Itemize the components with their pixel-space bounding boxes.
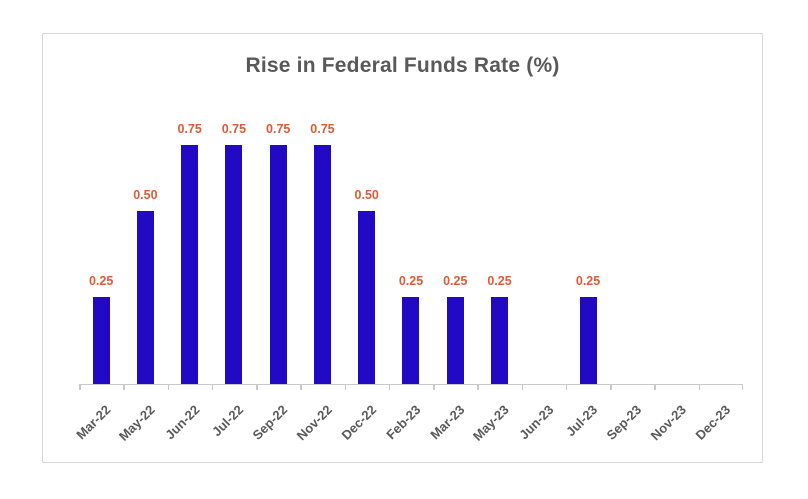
x-axis-label: Dec-22 bbox=[338, 402, 380, 443]
x-axis-label: Feb-23 bbox=[383, 402, 424, 443]
x-axis-label-cell: Nov-23 bbox=[648, 394, 698, 460]
category-column: 0.75 bbox=[168, 122, 212, 384]
x-axis-tick bbox=[741, 385, 743, 390]
bar bbox=[136, 210, 154, 384]
x-axis-label-cell: Mar-23 bbox=[427, 394, 477, 460]
bar bbox=[269, 145, 287, 384]
bar-value-label: 0.75 bbox=[221, 122, 247, 136]
x-axis-label: Sep-23 bbox=[603, 402, 645, 443]
x-axis-label-cell: Mar-22 bbox=[73, 394, 123, 460]
bar-value-label: 0.75 bbox=[177, 122, 202, 136]
x-axis-tick bbox=[211, 385, 214, 390]
x-axis-label-cell: Jun-23 bbox=[516, 394, 566, 460]
bar-value-label: 0.25 bbox=[575, 274, 601, 289]
bar bbox=[225, 145, 243, 384]
x-axis-label: Jun-23 bbox=[515, 402, 557, 443]
x-axis-tick bbox=[123, 385, 125, 390]
category-column: 0.50 bbox=[123, 122, 167, 384]
x-axis-tick bbox=[388, 385, 391, 390]
x-axis-tick bbox=[79, 385, 81, 390]
bar-value-label: 0.25 bbox=[398, 274, 424, 289]
category-column bbox=[654, 122, 698, 384]
x-axis-label-cell: Sep-22 bbox=[250, 394, 300, 460]
x-axis-label-cell: Sep-23 bbox=[604, 394, 654, 460]
x-axis-label-cell: Dec-23 bbox=[692, 394, 743, 460]
bar bbox=[358, 210, 376, 384]
x-axis-tick bbox=[256, 385, 258, 390]
x-axis-label-cell: Nov-22 bbox=[294, 394, 344, 460]
x-axis-tick bbox=[167, 385, 170, 390]
chart-card: Rise in Federal Funds Rate (%) 0.25 0.50 0… bbox=[42, 33, 763, 463]
x-axis-label-cell: May-23 bbox=[470, 394, 521, 460]
bar-value-label: 0.25 bbox=[88, 274, 114, 289]
x-axis-tick bbox=[698, 385, 701, 390]
category-column bbox=[610, 122, 654, 384]
x-axis-label: Mar-22 bbox=[73, 402, 114, 443]
bar-value-label: 0.50 bbox=[133, 187, 158, 202]
x-axis-tick bbox=[477, 385, 479, 390]
bar bbox=[579, 297, 597, 384]
category-column: 0.75 bbox=[212, 122, 256, 384]
category-column: 0.25 bbox=[433, 122, 477, 384]
x-axis-label: Nov-23 bbox=[647, 402, 689, 444]
bar bbox=[446, 297, 464, 384]
x-axis-tick bbox=[344, 385, 347, 390]
x-axis-tick bbox=[610, 385, 612, 390]
x-axis-label: Mar-23 bbox=[427, 402, 468, 443]
bar-value-label: 0.75 bbox=[310, 122, 335, 136]
x-axis-label: Jul-22 bbox=[209, 402, 247, 440]
bar-value-label: 0.75 bbox=[266, 122, 291, 136]
x-axis-label: Jul-23 bbox=[563, 402, 601, 440]
category-column: 0.25 bbox=[566, 122, 610, 384]
x-axis-label-cell: May-22 bbox=[116, 394, 167, 460]
x-axis-label: Dec-23 bbox=[692, 402, 734, 443]
bar bbox=[313, 145, 331, 384]
x-axis-label: Jun-22 bbox=[161, 402, 203, 443]
bar-value-label: 0.25 bbox=[443, 274, 468, 289]
x-axis-label: Sep-22 bbox=[249, 402, 291, 443]
x-axis-label-cell: Jul-22 bbox=[209, 394, 256, 460]
x-axis-label-cell: Jul-23 bbox=[563, 394, 610, 460]
x-axis-tick bbox=[433, 385, 435, 390]
x-axis-label-cell: Feb-23 bbox=[383, 394, 433, 460]
category-column: 0.25 bbox=[477, 122, 521, 384]
x-axis-tick bbox=[521, 385, 524, 390]
bar bbox=[181, 145, 199, 384]
x-axis-label: Nov-22 bbox=[293, 402, 335, 444]
x-axis-label-cell: Dec-22 bbox=[338, 394, 389, 460]
category-column: 0.75 bbox=[256, 122, 300, 384]
category-column bbox=[522, 122, 566, 384]
x-axis-label-cell: Jun-22 bbox=[162, 394, 212, 460]
x-axis-line bbox=[79, 384, 743, 390]
category-column: 0.25 bbox=[79, 122, 123, 384]
chart-title: Rise in Federal Funds Rate (%) bbox=[245, 54, 560, 77]
x-axis-tick bbox=[300, 385, 302, 390]
category-column bbox=[699, 122, 743, 384]
x-axis-tick bbox=[654, 385, 656, 390]
category-column: 0.50 bbox=[345, 122, 389, 384]
category-column: 0.25 bbox=[389, 122, 433, 384]
x-axis-tick bbox=[565, 385, 568, 390]
bar bbox=[491, 297, 509, 384]
bar-value-label: 0.50 bbox=[354, 187, 379, 202]
category-column: 0.75 bbox=[300, 122, 344, 384]
x-axis-label-row: Mar-22 May-22 Jun-22 Jul-22 Sep-22 Nov-22 Dec-… bbox=[73, 394, 743, 460]
bar-value-label: 0.25 bbox=[487, 274, 512, 289]
plot-area: 0.25 0.50 0.75 0.75 0.75 0.75 0.50 0.25 0.25 0.25… bbox=[79, 122, 743, 384]
bar bbox=[92, 297, 110, 384]
bar bbox=[402, 297, 420, 384]
